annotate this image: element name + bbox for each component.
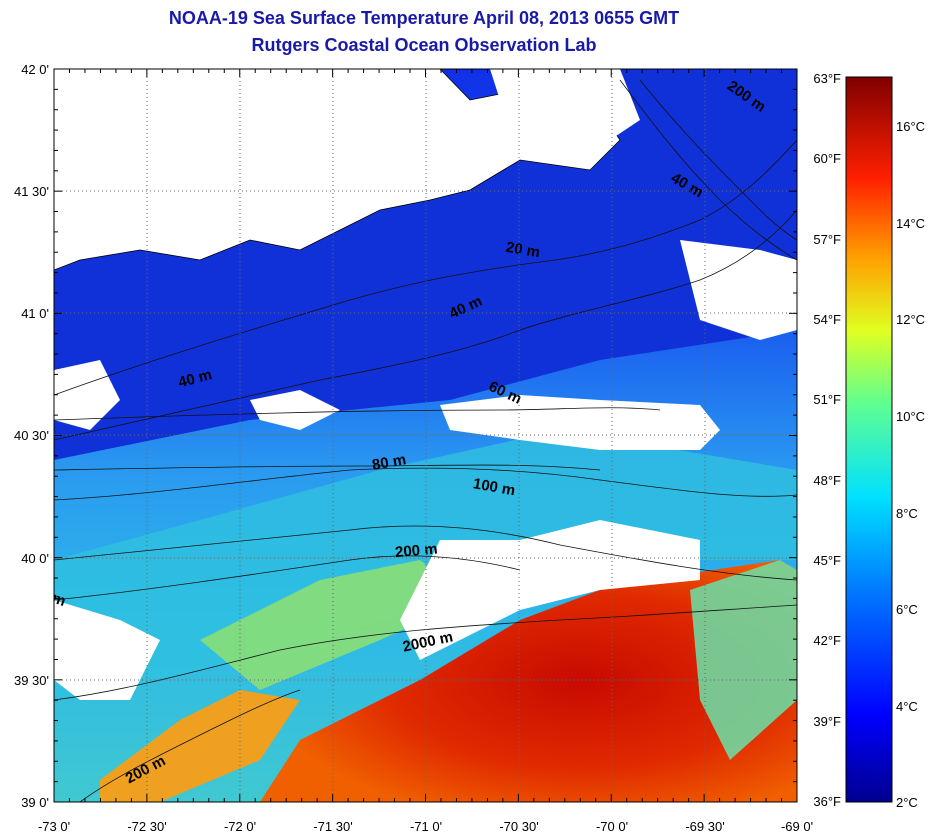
lon-label: -70 30' (499, 819, 538, 834)
lon-label: -70 0' (596, 819, 628, 834)
cb-c-label: 6°C (896, 602, 918, 617)
sst-imagery: 200 m 40 m 20 m 40 m 40 m 60 m 80 m 100 … (54, 69, 797, 802)
cb-c-label: 16°C (896, 119, 925, 134)
lat-label: 41 30' (14, 184, 49, 199)
cb-f-label: 45°F (813, 553, 841, 568)
lon-label: -72 30' (127, 819, 166, 834)
cloud-patch-sw (54, 600, 160, 700)
cb-c-label: 14°C (896, 216, 925, 231)
lat-label: 39 30' (14, 673, 49, 688)
colorbar-celsius-labels: 16°C 14°C 12°C 10°C 8°C 6°C 4°C 2°C (896, 119, 925, 810)
colorbar-gradient (845, 76, 893, 803)
lon-label: -73 0' (38, 819, 70, 834)
contour-label-200m-mid: 200 m (394, 541, 438, 562)
cb-f-label: 36°F (813, 794, 841, 809)
gulf-stream-warm-core (260, 560, 797, 802)
cb-f-label: 51°F (813, 392, 841, 407)
contour-label-20m: 20 m (505, 239, 542, 262)
cb-f-label: 48°F (813, 473, 841, 488)
bathymetry-contours (54, 79, 797, 802)
lat-label: 39 0' (21, 795, 49, 810)
warm-water-orange-sw (100, 690, 300, 802)
lat-label: 41 0' (21, 306, 49, 321)
lat-label: 42 0' (21, 62, 49, 77)
cape-cod-clouds (490, 69, 640, 140)
cb-f-label: 60°F (813, 151, 841, 166)
longitude-axis: -73 0' -72 30' -72 0' -71 30' -71 0' -70… (38, 819, 813, 834)
cb-c-label: 10°C (896, 409, 925, 424)
colorbar: 63°F 60°F 57°F 54°F 51°F 48°F 45°F 42°F … (813, 71, 925, 810)
lon-label: -69 30' (685, 819, 724, 834)
cb-f-label: 63°F (813, 71, 841, 86)
cb-c-label: 12°C (896, 312, 925, 327)
lon-label: -72 0' (224, 819, 256, 834)
map-subtitle: Rutgers Coastal Ocean Observation Lab (251, 35, 597, 55)
cb-c-label: 2°C (896, 795, 918, 810)
lon-label: -71 30' (313, 819, 352, 834)
lon-label: -69 0' (781, 819, 813, 834)
cb-f-label: 57°F (813, 232, 841, 247)
cb-f-label: 42°F (813, 633, 841, 648)
map-title: NOAA-19 Sea Surface Temperature April 08… (168, 8, 680, 28)
cb-f-label: 39°F (813, 714, 841, 729)
cloud-patch-mid (250, 390, 340, 430)
cb-f-label: 54°F (813, 312, 841, 327)
lat-label: 40 0' (21, 551, 49, 566)
lat-label: 40 30' (14, 428, 49, 443)
lon-label: -71 0' (410, 819, 442, 834)
contour-label-80m: 80 m (371, 451, 408, 474)
cloud-patch-ne (680, 240, 797, 340)
colorbar-fahrenheit-labels: 63°F 60°F 57°F 54°F 51°F 48°F 45°F 42°F … (813, 71, 841, 809)
cb-c-label: 8°C (896, 506, 918, 521)
latitude-axis: 42 0' 41 30' 41 0' 40 30' 40 0' 39 30' 3… (14, 62, 49, 810)
slope-water-green (200, 560, 470, 690)
cb-c-label: 4°C (896, 699, 918, 714)
cloud-patch-south (400, 520, 700, 660)
